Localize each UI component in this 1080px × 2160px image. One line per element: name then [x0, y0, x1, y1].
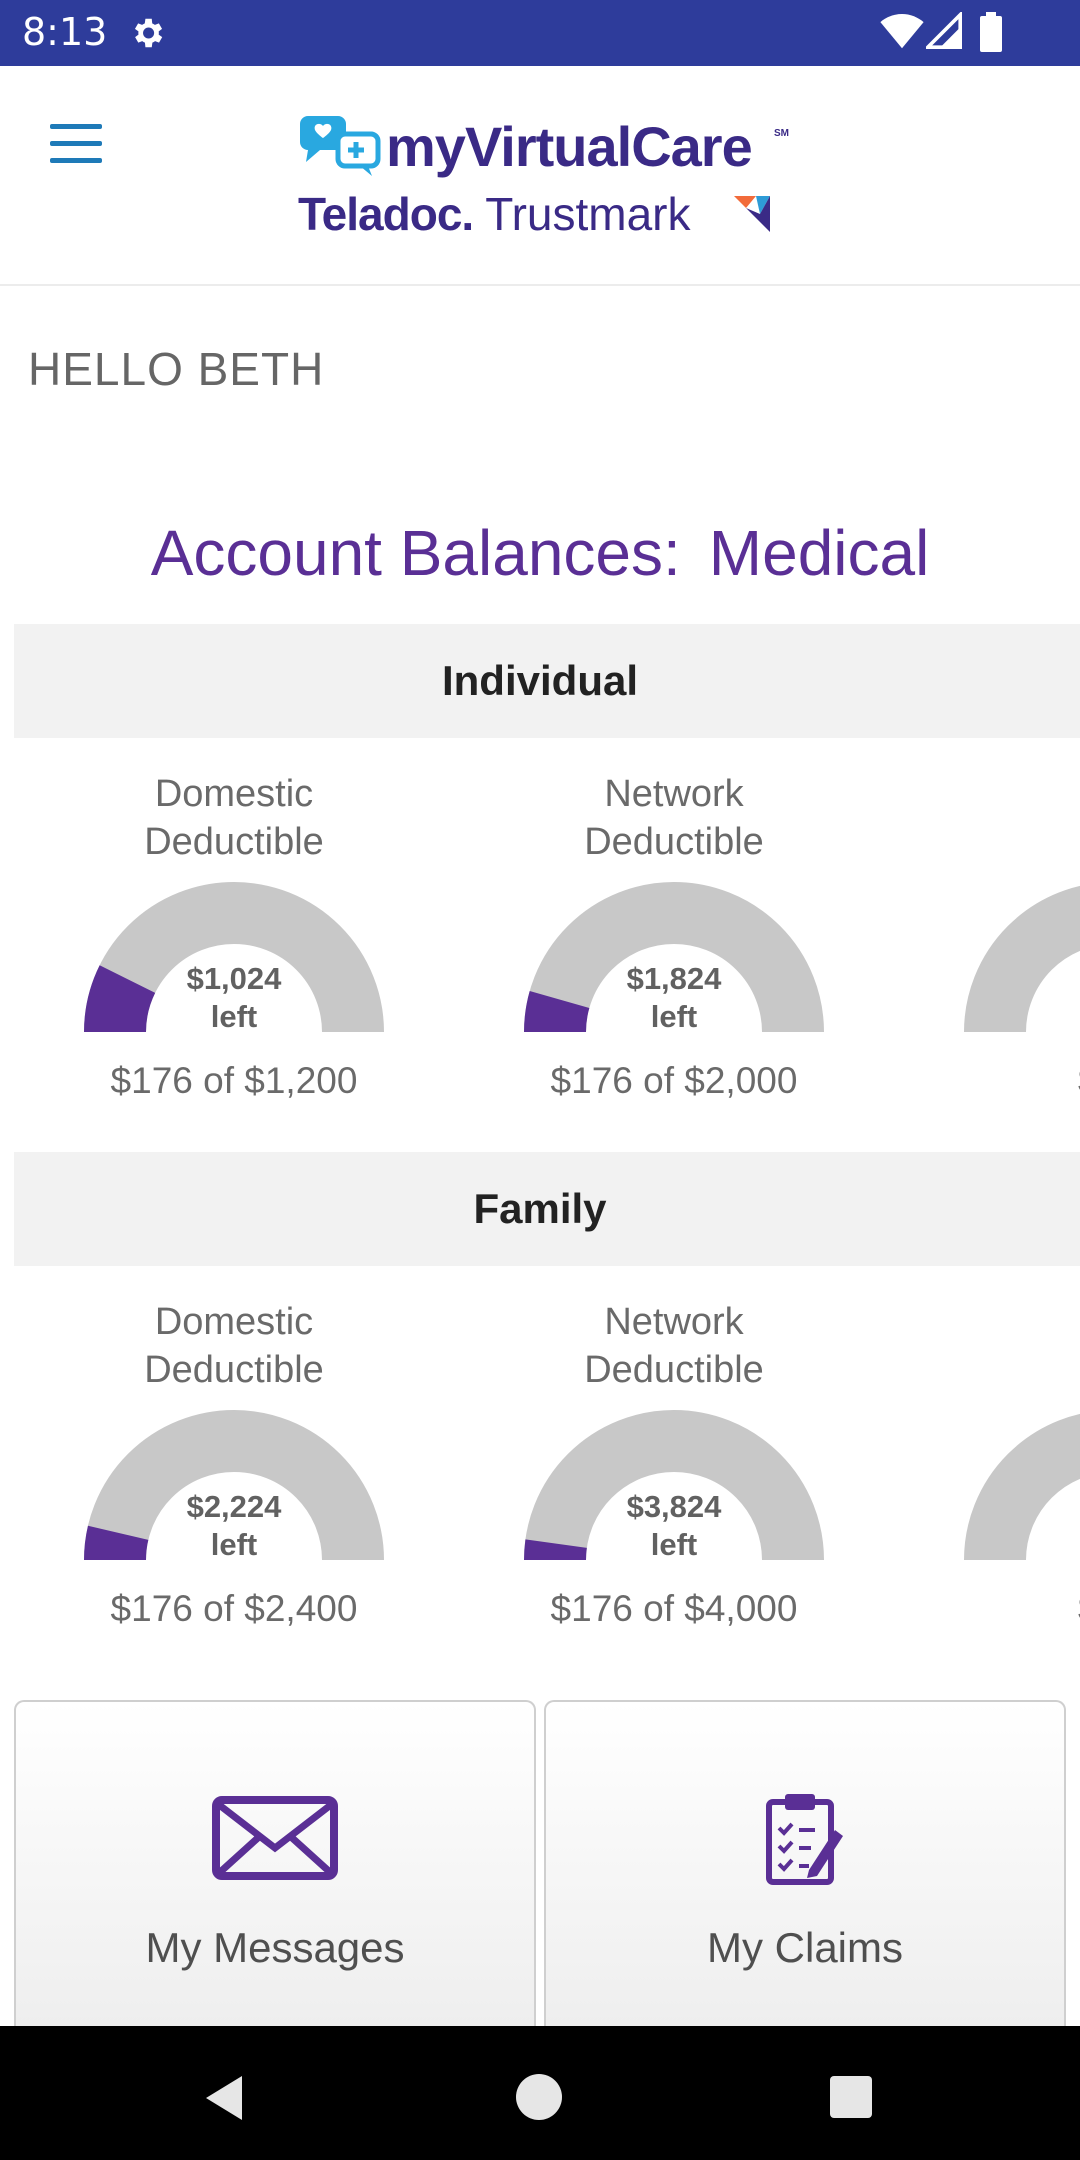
gauge-summary: $176 of $4,000 [550, 1588, 798, 1628]
trustmark-flag-icon [734, 196, 770, 232]
back-icon[interactable] [202, 2074, 246, 2122]
gauge-arc [964, 886, 1080, 1033]
app-header: myVirtualCare SM Teladoc. Trustmark [0, 66, 1080, 286]
gauge-card: NonDe $ $0 o [934, 1298, 1080, 1628]
my-claims-card[interactable]: My Claims [544, 1700, 1066, 2030]
gauge-fill [524, 991, 590, 1034]
envelope-icon [212, 1796, 338, 1880]
gauge-remaining-amount: $1,024 [186, 961, 282, 996]
gauge-label-line2: Deductible [584, 1349, 764, 1391]
gauge-arc [964, 1414, 1080, 1561]
gauge-label-line2: De [934, 1346, 1080, 1394]
individual-gauge-row[interactable]: Domestic Deductible $1,024 left $176 of $1,2… [0, 770, 1080, 1100]
gauge-label-line2: Deductible [584, 821, 764, 863]
gauge-remaining-amount: $1,824 [626, 961, 722, 996]
gauge-track [964, 1414, 1080, 1561]
status-time: 8:13 [22, 10, 108, 54]
my-messages-card[interactable]: My Messages [14, 1700, 536, 2030]
gauge-arc [524, 882, 824, 1034]
signal-icon [926, 12, 962, 49]
home-icon[interactable] [516, 2074, 562, 2120]
gauge-track [84, 882, 384, 1033]
gauge-label-line1: Non [934, 1298, 1080, 1346]
wifi-icon [880, 14, 924, 49]
gauge-track [964, 886, 1080, 1033]
account-balances-title: Account Balances: Medical [0, 516, 1080, 590]
gauge-label: Network Deductible [494, 770, 854, 866]
app-logo: myVirtualCare SM Teladoc. Trustmark [298, 114, 789, 244]
gauge-label-line1: Network [604, 773, 744, 815]
system-nav-bar [0, 2026, 1080, 2160]
gauge-label-line1: Non [934, 770, 1080, 818]
hamburger-menu-icon[interactable] [50, 124, 104, 168]
gauge-remaining-amount: $ [934, 1488, 1080, 1526]
section-individual-header: Individual [14, 624, 1080, 738]
gauge-fill [84, 1525, 149, 1561]
recents-icon[interactable] [830, 2076, 872, 2118]
gauge-remaining-word: left [210, 999, 258, 1034]
section-family-header: Family [14, 1152, 1080, 1266]
status-bar: 8:13 [0, 0, 1080, 66]
gauge-fill [84, 965, 156, 1033]
clipboard-icon [766, 1794, 843, 1885]
gauge-label-line1: Domestic [154, 1301, 314, 1343]
gauge-remaining-word: left [650, 999, 698, 1034]
teladoc-brand: Teladoc. [298, 188, 474, 240]
gauge-label-line1: Network [604, 1301, 744, 1343]
gauge-remaining: $1,824 left [494, 960, 854, 1036]
gauge-summary: $176 of $1,200 [110, 1060, 358, 1100]
gauge-track [84, 1410, 384, 1561]
my-messages-label: My Messages [145, 1924, 405, 1971]
gauge-remaining: $1,024 left [54, 960, 414, 1036]
gauge-track [524, 1410, 824, 1561]
gauge-remaining-amount: $2,224 [186, 1489, 282, 1524]
gauge-summary: $0 o [934, 1060, 1080, 1100]
gauge-label: NonDe [934, 1298, 1080, 1394]
gauge-remaining-amount: $ [934, 960, 1080, 998]
gauge-card: Network Deductible $1,824 left $176 of $2,00… [494, 770, 854, 1100]
gauge-arc [84, 882, 384, 1033]
gauge-arc [524, 1410, 824, 1561]
gauge-arc [84, 1410, 384, 1561]
gear-icon [134, 18, 163, 48]
gauge-remaining: $2,224 left [54, 1488, 414, 1564]
gauge-remaining: $3,824 left [494, 1488, 854, 1564]
gauge-summary: $0 o [934, 1588, 1080, 1628]
logo-text: myVirtualCare [386, 115, 753, 178]
gauge-label-line2: Deductible [144, 821, 324, 863]
family-gauge-row[interactable]: Domestic Deductible $2,224 left $176 of $2,4… [0, 1298, 1080, 1628]
trustmark-brand: Trustmark [485, 188, 691, 240]
logo-service-mark: SM [774, 128, 789, 139]
gauge-remaining: $ [934, 1488, 1080, 1526]
gauge-remaining: $ [934, 960, 1080, 998]
gauge-label: Domestic Deductible [54, 770, 414, 866]
gauge-label: NonDe [934, 770, 1080, 866]
brand-logos: Teladoc. Trustmark [298, 184, 770, 244]
gauge-summary: $176 of $2,000 [550, 1060, 798, 1100]
chat-bubbles-icon [300, 116, 381, 176]
gauge-remaining-word: left [650, 1527, 698, 1562]
gauge-label: Network Deductible [494, 1298, 854, 1394]
gauge-remaining-amount: $3,824 [626, 1489, 722, 1524]
gauge-summary: $176 of $2,400 [110, 1588, 358, 1628]
gauge-label: Domestic Deductible [54, 1298, 414, 1394]
my-claims-label: My Claims [707, 1924, 903, 1971]
gauge-fill [524, 1539, 587, 1561]
battery-icon [980, 12, 1002, 52]
greeting: HELLO BETH [28, 343, 325, 395]
gauge-label-line1: Domestic [154, 773, 314, 815]
balances-title-type: Medical [708, 517, 930, 589]
gauge-card: Network Deductible $3,824 left $176 of $4,00… [494, 1298, 854, 1628]
gauge-label-line2: Deductible [144, 1349, 324, 1391]
balances-title-prefix: Account Balances: [150, 517, 681, 589]
gauge-label-line2: De [934, 818, 1080, 866]
gauge-remaining-word: left [210, 1527, 258, 1562]
gauge-card: Domestic Deductible $1,024 left $176 of $1,2… [54, 770, 414, 1100]
gauge-track [524, 882, 824, 1033]
gauge-card: Domestic Deductible $2,224 left $176 of $2,4… [54, 1298, 414, 1628]
gauge-card: NonDe $ $0 o [934, 770, 1080, 1100]
